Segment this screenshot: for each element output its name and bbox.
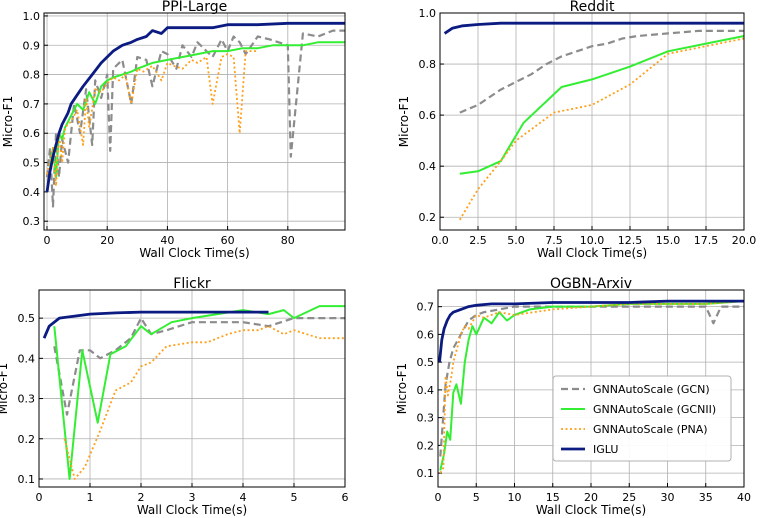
x-tick-label: 5 [473,491,480,504]
x-tick-label: 10 [508,491,522,504]
y-tick-label: 0.5 [417,356,435,369]
x-tick-label: 25 [622,491,636,504]
x-tick-label: 7.5 [545,234,563,247]
y-tick-label: 0.4 [23,186,41,199]
axes-frame [38,289,346,488]
y-tick-label: 1.0 [419,7,437,20]
y-axis-label: Micro-F1 [0,363,10,414]
axes-frame [437,289,745,488]
y-tick-label: 0.8 [23,69,41,82]
legend-label: IGLU [593,443,618,456]
legend-label: GNNAutoScale (GCNII) [593,403,716,416]
subplot-title: Flickr [173,276,211,292]
x-tick-label: 5 [291,491,298,504]
x-tick-label: 15.0 [656,234,681,247]
series-line-0 [439,305,744,457]
series-line-0 [45,29,345,208]
y-tick-label: 0.8 [419,58,437,71]
legend-box [552,375,732,462]
x-tick-label: 0 [36,491,43,504]
x-tick-label: 6 [342,491,349,504]
legend: GNNAutoScale (GCN) GNNAutoScale (GCNII) GN… [552,375,732,462]
y-tick-label: 0.7 [23,98,41,111]
axes-frame [439,12,745,231]
x-tick-label: 20 [584,491,598,504]
x-tick-label: 40 [160,234,174,247]
x-axis-label: Wall Clock Time(s) [537,246,647,260]
subplot-1: 0.0 2.5 5.0 7.5 10.0 12.5 15.0 17.5 20.0 0.2 0.4 0.… [397,0,756,260]
x-tick-label: 30 [661,491,675,504]
series-line-1 [53,305,345,480]
y-tick-label: 0.1 [417,467,435,480]
x-tick-label: 35 [699,491,713,504]
x-tick-label: 80 [281,234,295,247]
series-line-1 [46,41,345,193]
y-tick-label: 0.5 [18,312,36,325]
x-tick-label: 40 [737,491,751,504]
y-tick-label: 1.0 [23,10,41,23]
x-tick-label: 4 [240,491,247,504]
y-tick-label: 0.2 [419,211,437,224]
subplot-title: Reddit [570,0,615,15]
x-axis-label: Wall Clock Time(s) [536,503,646,517]
subplot-title: PPI-Large [162,0,227,15]
y-axis-label: Micro-F1 [395,363,409,414]
y-axis-label: Micro-F1 [1,96,15,147]
subplot-2: 0 1 2 3 4 5 6 0.1 0.2 0.3 0.4 0.5 Flickr Wall Clock T… [0,276,349,517]
y-tick-label: 0.6 [23,127,41,140]
x-axis-label: Wall Clock Time(s) [137,503,247,517]
x-tick-label: 20.0 [732,234,757,247]
x-tick-label: 20 [100,234,114,247]
x-tick-label: 0.0 [431,234,449,247]
x-tick-label: 5.0 [507,234,525,247]
y-tick-label: 0.3 [23,215,41,228]
legend-label: GNNAutoScale (PNA) [593,423,708,436]
y-tick-label: 0.3 [18,393,36,406]
subplot-0: 0 20 40 60 80 0.3 0.4 0.5 0.6 0.7 0.8 0.9 1.0 PPI-Lar… [1,0,346,260]
y-tick-label: 0.6 [419,109,437,122]
series-line-1 [459,35,745,175]
x-tick-label: 2.5 [469,234,487,247]
series-line-3 [438,299,744,363]
x-tick-label: 3 [189,491,196,504]
series-line-2 [459,37,745,221]
subplot-title: OGBN-Arxiv [550,276,632,292]
series-line-2 [63,325,345,480]
y-tick-label: 0.6 [417,328,435,341]
x-axis-label: Wall Clock Time(s) [139,246,249,260]
y-axis-label: Micro-F1 [397,96,411,147]
y-tick-label: 0.2 [417,439,435,452]
x-tick-label: 60 [221,234,235,247]
series-line-3 [42,310,269,339]
x-tick-label: 1 [87,491,94,504]
axes-frame [43,12,346,231]
x-tick-label: 15 [546,491,560,504]
series-line-0 [53,317,345,416]
legend-label: GNNAutoScale (GCN) [593,383,710,396]
y-tick-label: 0.4 [18,352,36,365]
y-tick-label: 0.7 [417,301,435,314]
x-tick-label: 12.5 [618,234,643,247]
y-tick-label: 0.4 [419,160,437,173]
y-tick-label: 0.5 [23,157,41,170]
series-line-3 [45,21,345,193]
series-line-2 [46,50,258,187]
y-tick-label: 0.4 [417,384,435,397]
y-tick-label: 0.9 [23,39,41,52]
y-tick-label: 0.3 [417,412,435,425]
y-tick-label: 0.2 [18,433,36,446]
x-tick-label: 0 [44,234,51,247]
series-line-0 [459,29,744,114]
y-tick-label: 0.1 [18,473,36,486]
x-tick-label: 10.0 [580,234,605,247]
series-line-3 [443,21,744,35]
x-tick-label: 2 [138,491,145,504]
x-tick-label: 0 [435,491,442,504]
x-tick-label: 17.5 [694,234,719,247]
